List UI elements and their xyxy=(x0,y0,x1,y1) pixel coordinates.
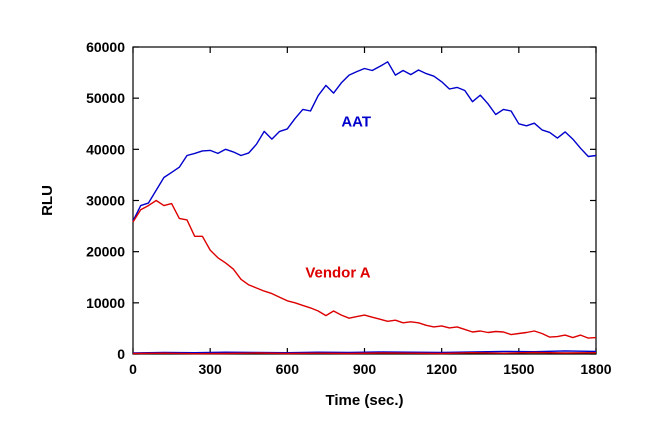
y-tick-label: 30000 xyxy=(86,193,125,209)
y-tick-label: 10000 xyxy=(86,295,125,311)
y-tick-label: 40000 xyxy=(86,141,125,157)
x-tick-label: 300 xyxy=(198,361,222,377)
series-lines xyxy=(132,61,597,355)
x-tick-label: 1200 xyxy=(426,361,457,377)
plot-frame xyxy=(132,46,597,355)
x-tick-label: 1800 xyxy=(580,361,611,377)
plot-border xyxy=(132,46,597,355)
series-annotations: AAT Vendor A xyxy=(305,113,371,281)
y-axis: 0 10000 20000 30000 40000 50000 60000 xyxy=(86,39,596,362)
x-tick-label: 0 xyxy=(129,361,137,377)
x-axis: 0 300 600 900 1200 1500 1800 xyxy=(129,47,612,377)
x-tick-label: 1500 xyxy=(503,361,534,377)
series-line-vendor-a xyxy=(132,199,597,339)
x-tick-label: 600 xyxy=(276,361,300,377)
x-tick-label: 900 xyxy=(353,361,377,377)
y-tick-label: 20000 xyxy=(86,244,125,260)
y-tick-label: 0 xyxy=(117,346,125,362)
y-axis-title: RLU xyxy=(39,185,56,216)
y-tick-label: 50000 xyxy=(86,90,125,106)
series-line-aat xyxy=(132,61,597,222)
y-tick-label: 60000 xyxy=(86,39,125,55)
x-axis-title: Time (sec.) xyxy=(325,392,403,409)
series-line-baseline-3 xyxy=(132,351,597,355)
series-label-vendor-a: Vendor A xyxy=(305,264,370,281)
series-label-aat: AAT xyxy=(341,113,371,130)
series-line-baseline-2 xyxy=(132,350,597,354)
